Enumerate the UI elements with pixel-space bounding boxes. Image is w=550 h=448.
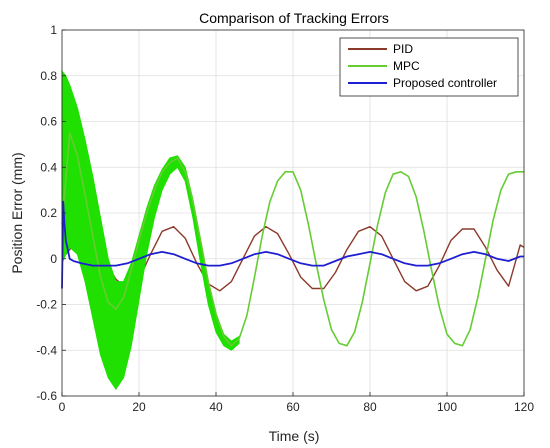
y-tick-label: 0: [50, 252, 57, 266]
x-tick-label: 20: [132, 400, 146, 414]
data-series: [61, 69, 525, 390]
y-tick-label: -0.6: [36, 389, 57, 403]
x-axis-label: Time (s): [269, 428, 320, 444]
y-tick-label: 0.2: [40, 206, 57, 220]
series-band-mpc: [61, 69, 240, 390]
y-tick-label: 0.6: [40, 115, 57, 129]
y-tick-label: 0.8: [40, 69, 57, 83]
series-line-mpc: [61, 132, 524, 347]
y-tick-label: -0.4: [36, 343, 57, 357]
chart-title: Comparison of Tracking Errors: [199, 10, 389, 26]
x-tick-label: 40: [209, 400, 223, 414]
series-line-proposed-controller: [61, 200, 524, 289]
y-tick-label: -0.2: [36, 298, 57, 312]
x-tick-label: 80: [363, 400, 377, 414]
y-tick-label: 1: [50, 23, 57, 37]
y-tick-label: 0.4: [40, 160, 57, 174]
axis-ticks: 0 20 40 60 80 100 120 -0.6 -0.4 -0.2 0 0.2 0.4 0.6 0.8…: [36, 23, 534, 414]
legend-label: PID: [393, 42, 413, 56]
legend-label: MPC: [393, 59, 420, 73]
x-tick-label: 0: [59, 400, 66, 414]
x-tick-label: 100: [437, 400, 457, 414]
y-axis-label: Position Error (mm): [9, 152, 25, 273]
x-tick-label: 120: [514, 400, 534, 414]
legend-label: Proposed controller: [393, 76, 497, 90]
x-tick-label: 60: [286, 400, 300, 414]
legend: PID MPC Proposed controller: [339, 37, 519, 97]
